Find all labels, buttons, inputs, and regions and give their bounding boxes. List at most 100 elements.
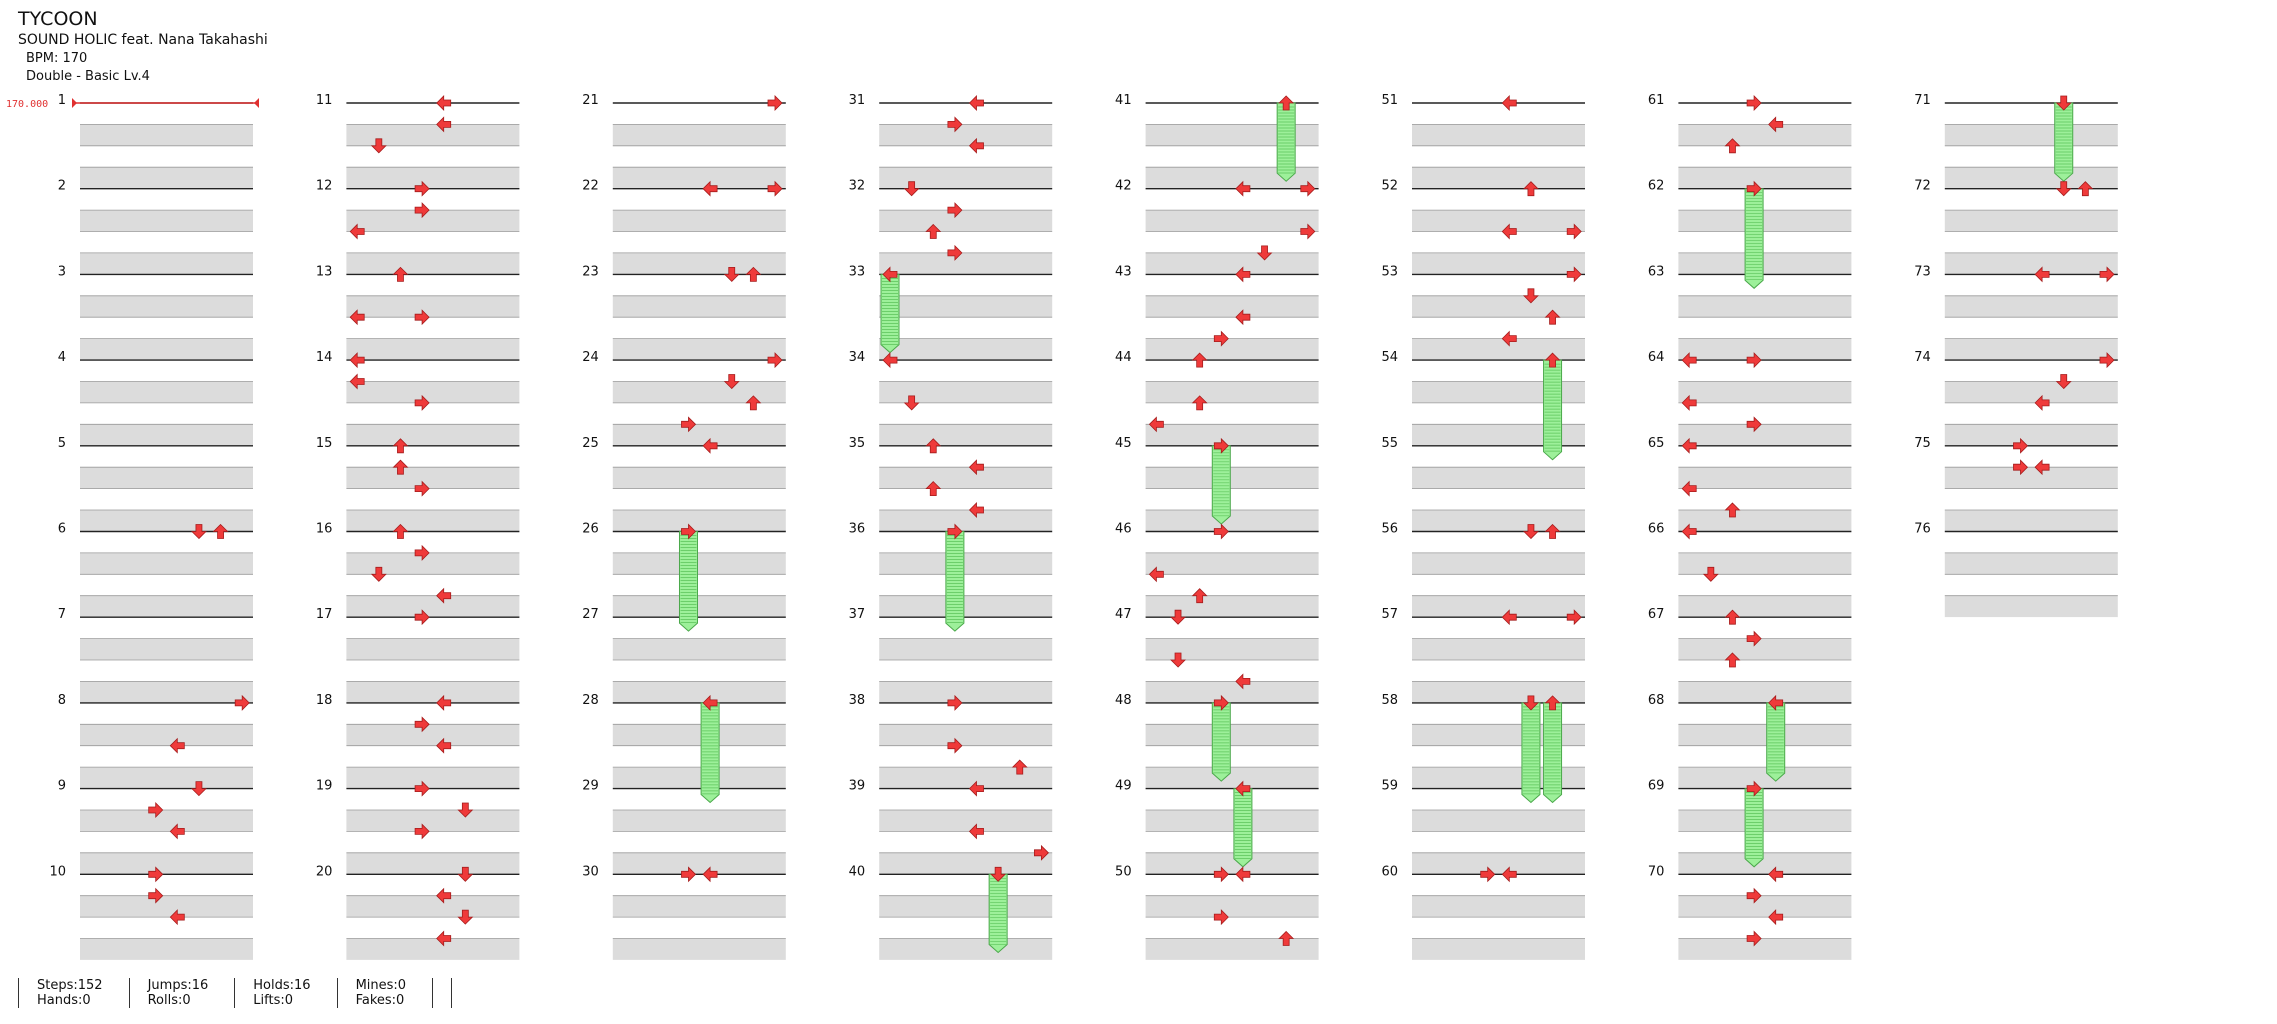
measure-number: 68 [1648, 693, 1665, 708]
arrow-down-icon [190, 524, 207, 540]
beat-band [612, 124, 786, 146]
measure-19: 19 [316, 779, 520, 875]
measure-65: 65 [1648, 436, 1852, 532]
beat-band [1145, 681, 1319, 703]
measure-number: 36 [849, 522, 866, 537]
arrow-up-icon [212, 523, 229, 539]
measure-25: 25 [582, 436, 786, 532]
beat-band [612, 552, 786, 575]
arrow-up-icon [1724, 502, 1741, 518]
measure-36: 36 [849, 522, 1053, 618]
beat-band [1944, 124, 2118, 146]
arrow-left-icon [1681, 480, 1697, 497]
beat-band [1412, 638, 1585, 660]
measure-64: 64 [1648, 350, 1852, 446]
beat-band [612, 810, 786, 832]
hold-note [1211, 702, 1231, 782]
measure-67: 67 [1648, 607, 1852, 703]
measure-40: 40 [849, 864, 1053, 960]
arrow-left-icon [968, 137, 984, 154]
measure-53: 53 [1381, 264, 1585, 360]
beat-band [612, 167, 786, 189]
arrow-up-icon [745, 395, 762, 411]
measure-number: 42 [1115, 179, 1132, 194]
beat-band [879, 681, 1053, 703]
beat-band [1145, 767, 1319, 789]
beat-band [346, 252, 520, 275]
arrow-left-icon [702, 866, 718, 883]
arrow-left-icon [1681, 523, 1697, 540]
measure-number: 4 [58, 350, 66, 365]
arrow-left-icon [2034, 266, 2050, 283]
measure-8: 8 [58, 693, 253, 789]
beat-band [1145, 595, 1319, 618]
beat-band [1944, 510, 2118, 532]
measure-number: 6 [58, 522, 66, 537]
measure-number: 30 [582, 864, 599, 879]
beat-band [1412, 595, 1585, 618]
measure-12: 12 [316, 179, 520, 275]
arrow-up-icon [1724, 609, 1741, 625]
measure-number: 44 [1115, 350, 1132, 365]
arrow-right-icon [947, 523, 963, 540]
measure-34: 34 [849, 350, 1053, 446]
arrow-left-icon [436, 95, 452, 111]
beat-band [612, 467, 786, 489]
beat-band [1145, 467, 1319, 489]
arrow-right-icon [414, 823, 430, 840]
beat-band [879, 895, 1053, 918]
beat-band [879, 767, 1053, 789]
measure-number: 10 [49, 864, 66, 879]
arrow-left-icon [968, 502, 984, 518]
hold-note [1744, 188, 1764, 289]
measure-number: 62 [1648, 179, 1665, 194]
measure-number: 40 [849, 864, 866, 879]
beat-band [1412, 210, 1585, 232]
beat-band [612, 381, 786, 403]
measure-number: 70 [1648, 864, 1665, 879]
arrow-up-icon [1544, 352, 1561, 368]
measure-74: 74 [1914, 350, 2118, 446]
arrow-right-icon [414, 780, 430, 797]
arrow-right-icon [1746, 930, 1762, 947]
arrow-left-icon [1501, 330, 1517, 347]
arrow-left-icon [1235, 180, 1251, 197]
beat-band [1944, 552, 2118, 575]
arrow-left-icon [436, 587, 452, 604]
measure-41: 41 [1115, 93, 1319, 189]
measure-5: 5 [58, 436, 253, 532]
beat-band [612, 295, 786, 318]
measure-number: 41 [1115, 93, 1132, 108]
measure-29: 29 [582, 779, 786, 875]
beat-band [1944, 381, 2118, 403]
beat-band [1678, 595, 1852, 618]
measure-number: 76 [1914, 522, 1931, 537]
measure-45: 45 [1115, 436, 1319, 532]
measure-50: 50 [1115, 864, 1319, 960]
measure-76: 76 [1914, 522, 2118, 618]
arrow-right-icon [1746, 95, 1762, 111]
arrow-left-icon [1501, 866, 1517, 883]
measure-62: 62 [1648, 179, 1852, 275]
beat-band [80, 295, 253, 318]
beat-band [1678, 638, 1852, 660]
arrow-right-icon [414, 544, 430, 561]
beat-band [346, 467, 520, 489]
arrow-down-icon [723, 266, 740, 282]
measure-number: 39 [849, 779, 866, 794]
arrow-down-icon [2055, 95, 2072, 111]
measure-22: 22 [582, 179, 786, 275]
arrow-up-icon [925, 481, 942, 497]
arrow-right-icon [1746, 352, 1762, 369]
measure-number: 20 [316, 864, 333, 879]
measure-number: 8 [58, 693, 66, 708]
arrow-left-icon [2034, 459, 2050, 476]
beat-band [612, 424, 786, 446]
beat-band [1678, 424, 1852, 446]
beat-band [1678, 724, 1852, 746]
arrow-up-icon [2077, 181, 2094, 197]
stat-group [432, 978, 453, 1008]
beat-band [346, 210, 520, 232]
beat-band [346, 595, 520, 618]
